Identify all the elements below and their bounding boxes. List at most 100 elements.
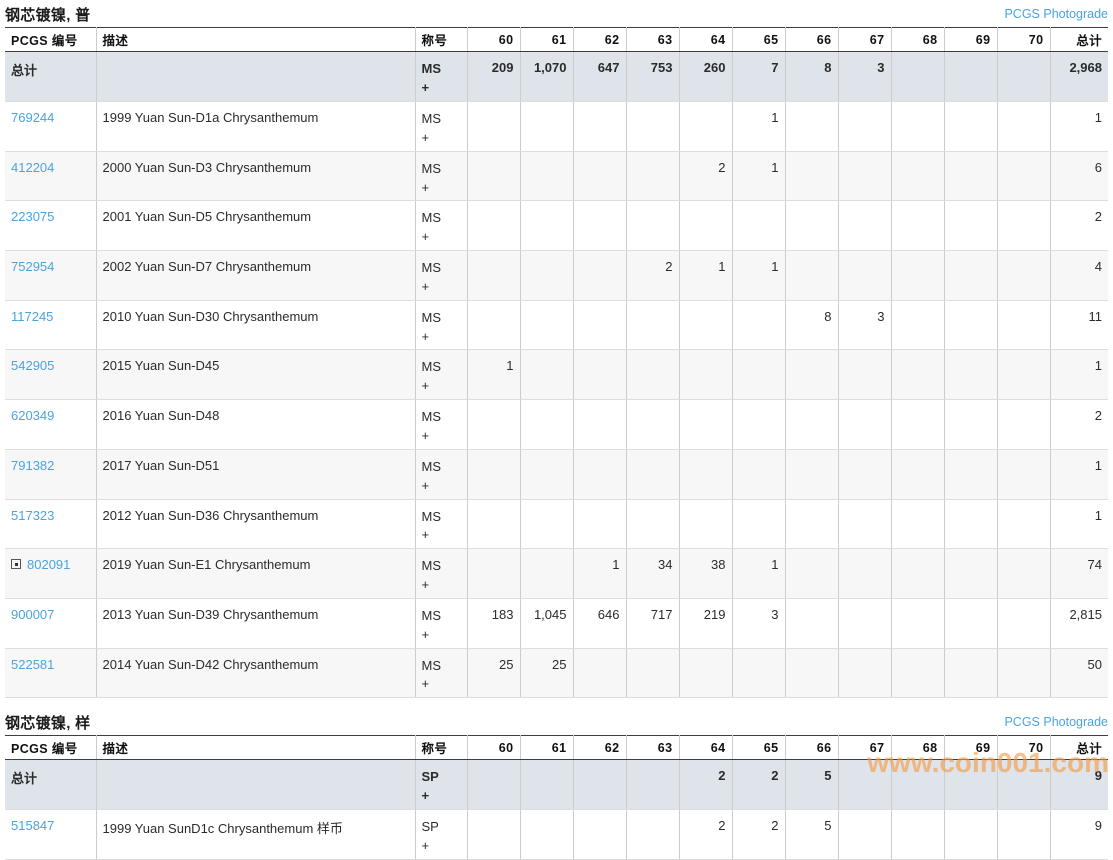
pcgs-number-link[interactable]: 223075 (11, 209, 55, 225)
grade-65-cell: 2 (732, 759, 786, 811)
grade-68-cell (891, 449, 945, 500)
pcgs-number-cell: 515847 (5, 809, 97, 860)
grade-62-cell (573, 809, 627, 860)
grade-63-cell (626, 349, 680, 401)
grade-62-cell (573, 399, 627, 450)
grade-69-cell (944, 499, 998, 550)
grade-69-cell (944, 200, 998, 252)
pcgs-number-link[interactable]: 515847 (11, 818, 55, 834)
grade-63-cell (626, 648, 680, 699)
pcgs-number-link[interactable]: 117245 (11, 308, 54, 324)
description-cell: 1999 Yuan SunD1c Chrysanthemum 样币 (96, 809, 416, 860)
designation-cell: MS + (415, 250, 468, 301)
grade-60-cell (467, 250, 521, 301)
grade-62-cell: 1 (573, 548, 627, 599)
grade-63-cell: 717 (626, 598, 680, 649)
designation-cell: MS + (415, 399, 468, 450)
pcgs-number-link[interactable]: 900007 (11, 606, 55, 622)
grade-68-cell (891, 200, 945, 252)
pcgs-number-link[interactable]: 620349 (11, 408, 55, 424)
grade-60-cell (467, 809, 521, 860)
pcgs-number-cell: 517323 (5, 499, 97, 550)
description-cell: 2012 Yuan Sun-D36 Chrysanthemum (96, 499, 416, 550)
grade-69-cell (944, 648, 998, 699)
header-row: PCGS 编号 描述 称号 60 61 62 63 64 65 66 67 68… (5, 27, 1108, 52)
grade-66-cell: 5 (785, 759, 839, 811)
grade-70-cell (997, 300, 1051, 351)
pcgs-photograde-link[interactable]: PCGS Photograde (1004, 7, 1108, 21)
totals-row: 总计 MS +209 1,070 647 753 260 7 8 3 2,968 (5, 51, 1108, 102)
col-header-grade-61: 61 (520, 27, 574, 52)
grade-67-cell (838, 349, 892, 401)
total-cell: 9 (1050, 759, 1108, 811)
designation-cell: MS + (415, 548, 468, 599)
col-header-grade-68: 68 (891, 735, 945, 761)
total-cell: 50 (1050, 648, 1108, 699)
col-header-grade-70: 70 (997, 735, 1051, 761)
grade-64-cell (679, 349, 733, 401)
pcgs-number-link[interactable]: 769244 (11, 110, 55, 125)
population-table: PCGS 编号 描述 称号 60 61 62 63 64 65 66 67 68… (5, 27, 1108, 699)
grade-66-cell (785, 499, 839, 550)
grade-62-cell: 646 (573, 598, 627, 649)
section-header: 钢芯镀镍, 样 PCGS Photograde (5, 708, 1108, 735)
grade-69-cell (944, 101, 998, 152)
pcgs-number-link[interactable]: 802091 (27, 557, 71, 573)
pcgs-number-cell: 791382 (5, 449, 97, 500)
pcgs-number-link[interactable]: 791382 (11, 457, 55, 473)
grade-67-cell (838, 809, 892, 860)
grade-66-cell: 8 (785, 300, 839, 351)
col-header-grade-66: 66 (785, 735, 839, 761)
grade-67-cell (838, 151, 892, 202)
grade-63-cell (626, 200, 680, 252)
pcgs-number-cell: 802091 (5, 548, 97, 599)
pcgs-photograde-link[interactable]: PCGS Photograde (1004, 715, 1108, 730)
total-cell: 1 (1050, 349, 1108, 401)
grade-63-cell (626, 300, 680, 351)
total-cell: 9 (1050, 809, 1108, 860)
grade-70-cell (997, 449, 1051, 500)
grade-61-cell: 25 (520, 648, 574, 699)
col-header-grade-61: 61 (520, 735, 574, 761)
total-cell: 74 (1050, 548, 1108, 599)
grade-61-cell (520, 449, 574, 500)
col-header-grade-68: 68 (891, 27, 945, 52)
grade-62-cell (573, 300, 627, 351)
table-row: 517323 2012 Yuan Sun-D36 Chrysanthemum MS … (5, 499, 1108, 550)
pcgs-number-link[interactable]: 522581 (11, 656, 55, 672)
grade-68-cell (891, 151, 945, 202)
pcgs-number-cell: 752954 (5, 250, 97, 301)
grade-61-cell (520, 399, 574, 450)
grade-64-cell: 1 (679, 250, 733, 301)
col-header-grade-60: 60 (467, 27, 521, 52)
pcgs-number-link[interactable]: 752954 (11, 259, 55, 275)
pcgs-number-link[interactable]: 412204 (11, 159, 55, 175)
table-row: 117245 2010 Yuan Sun-D30 Chrysanthemum MS … (5, 300, 1108, 351)
grade-65-cell: 2 (732, 809, 786, 860)
table-row: 769244 1999 Yuan Sun-D1a Chrysanthemum MS … (5, 101, 1108, 152)
description-cell: 2002 Yuan Sun-D7 Chrysanthemum (96, 250, 416, 301)
grade-69-cell (944, 548, 998, 599)
grade-69-cell (944, 598, 998, 649)
description-cell: 2010 Yuan Sun-D30 Chrysanthemum (96, 300, 416, 351)
grade-70-cell (997, 250, 1051, 301)
col-header-description: 描述 (96, 27, 416, 52)
grade-60-cell (467, 101, 521, 152)
designation-cell: MS + (415, 101, 468, 152)
grade-66-cell: 5 (785, 809, 839, 860)
grade-67-cell (838, 648, 892, 699)
grade-65-cell: 7 (732, 51, 786, 102)
grade-62-cell (573, 101, 627, 152)
grade-65-cell (732, 300, 786, 351)
pcgs-number-link[interactable]: 542905 (11, 358, 55, 374)
grade-66-cell (785, 200, 839, 252)
grade-64-cell (679, 648, 733, 699)
pcgs-number-link[interactable]: 517323 (11, 507, 55, 523)
col-header-grade-69: 69 (944, 735, 998, 761)
expand-plus-icon[interactable] (11, 559, 21, 570)
grade-66-cell (785, 399, 839, 450)
grade-66-cell (785, 648, 839, 699)
description-cell: 1999 Yuan Sun-D1a Chrysanthemum (96, 101, 416, 152)
grade-65-cell (732, 200, 786, 252)
grade-65-cell: 3 (732, 598, 786, 649)
